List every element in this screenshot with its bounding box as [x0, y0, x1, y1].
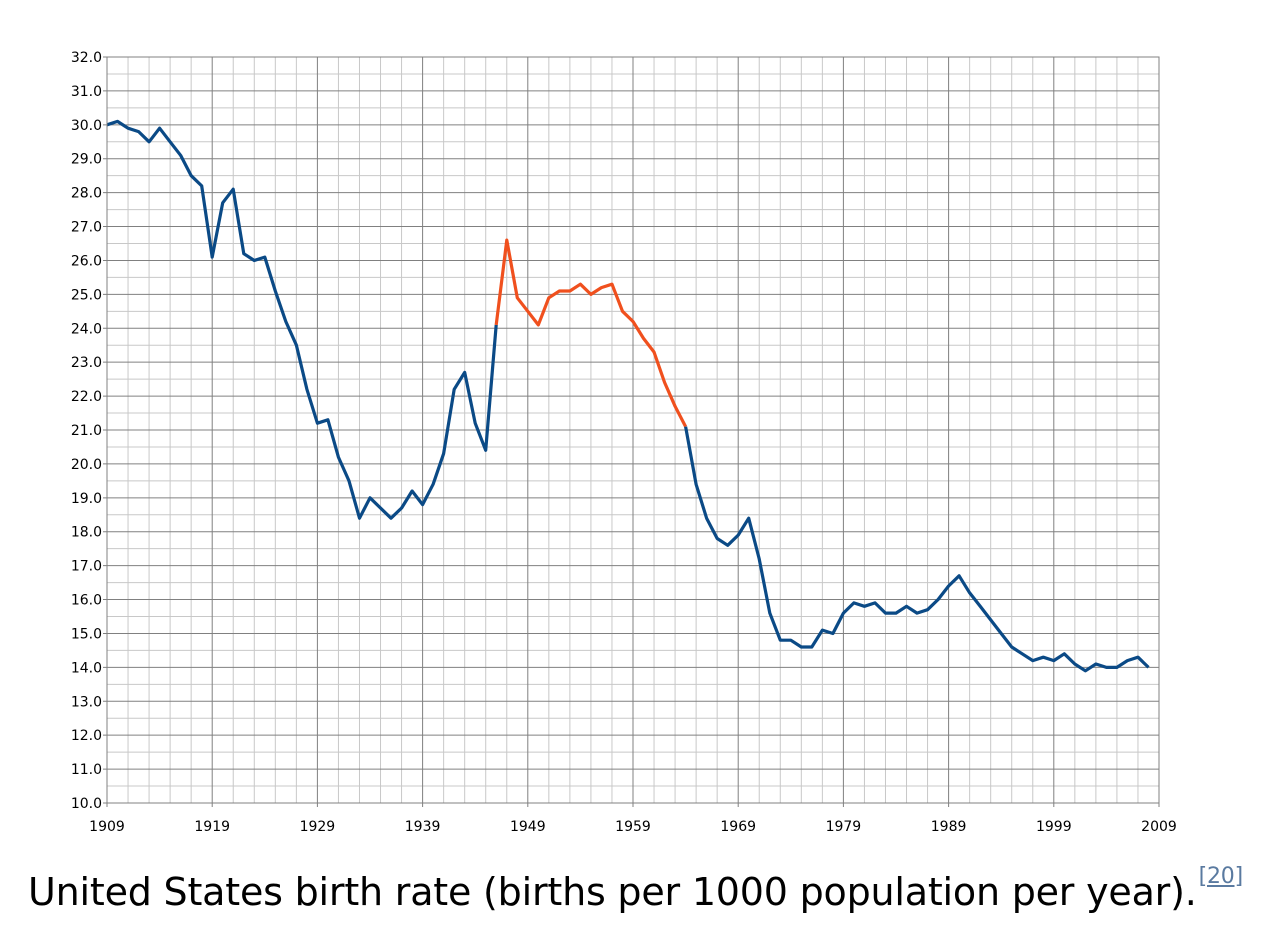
x-tick-label: 2009: [1141, 819, 1177, 835]
y-tick-label: 25.0: [71, 287, 102, 303]
birth-rate-series-line: [106, 119, 498, 520]
y-tick-label: 31.0: [71, 84, 102, 100]
x-tick-label: 1909: [89, 819, 125, 835]
chart-series: [106, 119, 1150, 673]
y-tick-label: 29.0: [71, 152, 102, 168]
x-axis-ticks: 1909 1919 1929 1939 1949 1959 1969 1979 1989 1999…: [89, 819, 1177, 835]
y-tick-label: 15.0: [71, 626, 102, 642]
x-tick-label: 1969: [720, 819, 756, 835]
baby-boom-series-line: [494, 238, 688, 428]
x-tick-label: 1989: [931, 819, 967, 835]
y-axis-ticks: 10.0 11.0 12.0 13.0 14.0 15.0 16.0 17.0 18.0 19.0…: [71, 50, 102, 812]
y-tick-label: 28.0: [71, 186, 102, 202]
birth-rate-series-line: [684, 426, 1150, 673]
x-tick-label: 1959: [615, 819, 651, 835]
y-tick-label: 10.0: [71, 796, 102, 812]
y-tick-label: 19.0: [71, 491, 102, 507]
y-tick-label: 17.0: [71, 559, 102, 575]
birth-rate-chart: 10.0 11.0 12.0 13.0 14.0 15.0 16.0 17.0 18.0 19.0…: [71, 50, 1177, 835]
y-tick-label: 20.0: [71, 457, 102, 473]
y-tick-label: 13.0: [71, 694, 102, 710]
y-tick-label: 23.0: [71, 355, 102, 371]
y-tick-label: 27.0: [71, 220, 102, 236]
x-tick-label: 1949: [510, 819, 546, 835]
citation-link[interactable]: [20]: [1198, 864, 1244, 889]
y-tick-label: 16.0: [71, 593, 102, 609]
y-tick-label: 32.0: [71, 50, 102, 66]
x-tick-label: 1929: [300, 819, 336, 835]
y-tick-label: 21.0: [71, 423, 102, 439]
x-tick-label: 1919: [194, 819, 230, 835]
y-tick-label: 14.0: [71, 660, 102, 676]
x-tick-label: 1939: [405, 819, 441, 835]
y-tick-label: 12.0: [71, 728, 102, 744]
y-tick-label: 11.0: [71, 762, 102, 778]
y-tick-label: 30.0: [71, 118, 102, 134]
chart-caption: United States birth rate (births per 100…: [0, 864, 1271, 914]
y-tick-label: 24.0: [71, 321, 102, 337]
chart-grid: [103, 56, 1160, 807]
caption-text: United States birth rate (births per 100…: [28, 870, 1197, 914]
x-tick-label: 1979: [826, 819, 862, 835]
y-tick-label: 26.0: [71, 253, 102, 269]
x-tick-label: 1999: [1036, 819, 1072, 835]
plot-frame: [106, 56, 1160, 804]
y-tick-label: 18.0: [71, 525, 102, 541]
y-tick-label: 22.0: [71, 389, 102, 405]
